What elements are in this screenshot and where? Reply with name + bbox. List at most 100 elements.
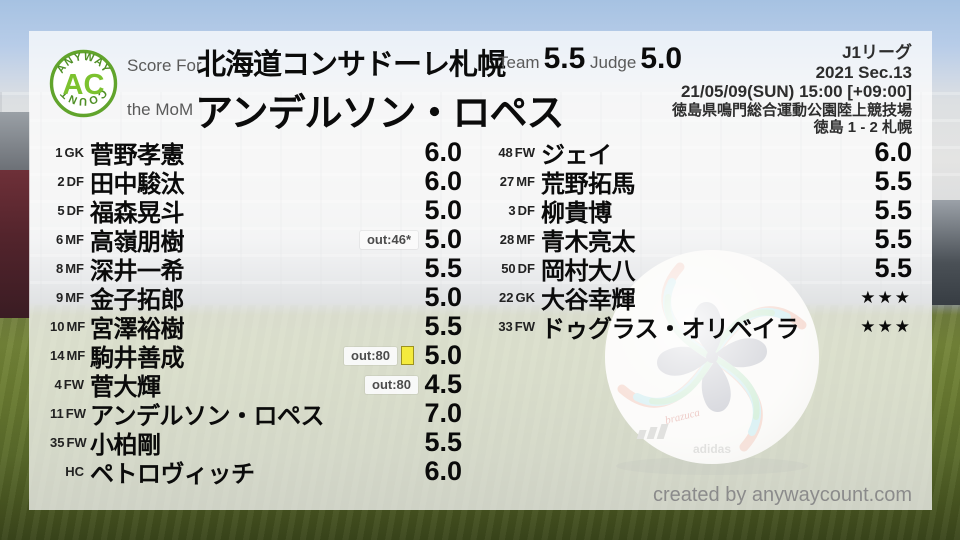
player-number-position: 10 MF [50,319,86,334]
player-row: 14 MF 駒井善成 out:80 5.0 [50,340,462,372]
player-row: 33 FW ドゥグラス・オリベイラ ★★★ [487,312,912,343]
stadium-structure-left [0,112,30,172]
player-number: 4 [54,377,62,392]
substitution-badge: out:46* [359,230,418,249]
player-name: 荒野拓馬 [541,171,636,198]
player-score: 5.0 [424,340,462,370]
player-number-position: 27 MF [487,174,535,189]
player-name: ペトロヴィッチ [90,461,255,488]
player-position: FW [65,406,86,421]
player-name: 小柏剛 [90,432,161,459]
credit-text: created by anywaycount.com [652,484,912,506]
player-number-position: 50 DF [487,261,535,276]
match-result: 徳島 1 - 2 札幌 [813,119,912,136]
player-number-position: 9 MF [50,290,84,305]
player-position: FW [514,145,535,160]
player-number: 48 [498,145,513,160]
player-score: 5.0 [424,195,462,225]
player-position: DF [517,203,535,218]
player-score: 6.0 [424,166,462,196]
player-score: 5.5 [874,166,912,196]
player-number: 8 [55,261,64,276]
player-name: 駒井善成 [90,345,185,372]
player-row: HC ペトロヴィッチ 6.0 [50,456,462,488]
player-row: 6 MF 高嶺朋樹 out:46* 5.0 [50,224,462,256]
stadium-stand-right [932,200,960,305]
player-row: 4 FW 菅大輝 out:80 4.5 [50,369,462,401]
player-score: 5.5 [874,224,912,254]
player-position: MF [66,348,86,363]
player-score: 5.5 [424,427,462,457]
player-number-position: 5 DF [50,203,84,218]
player-position: MF [65,290,84,305]
player-number-position: 3 DF [487,203,535,218]
substitution-badge: out:80 [365,375,418,394]
player-number-position: 8 MF [50,261,84,276]
player-row: 9 MF 金子拓郎 5.0 [50,282,462,314]
judge-score-label: Judge [590,53,637,72]
mom-label: the MoM [127,100,194,119]
player-position: MF [65,232,84,247]
player-position: FW [63,377,84,392]
player-name: 福森晃斗 [90,200,185,227]
player-position: DF [66,203,84,218]
player-number: 27 [499,174,515,189]
yellow-card-icon [401,346,414,365]
player-score: 5.5 [874,195,912,225]
player-row: 8 MF 深井一希 5.5 [50,253,462,285]
player-row: 48 FW ジェイ 6.0 [487,137,912,169]
player-row: 50 DF 岡村大八 5.5 [487,253,912,285]
player-position: DF [517,261,535,276]
player-position: GK [515,290,536,305]
score-for-label: Score For [127,56,202,75]
logo-initials: AC [63,69,105,101]
player-name: 宮澤裕樹 [90,316,185,343]
player-number: 6 [55,232,64,247]
player-name: 青木亮太 [541,229,636,256]
player-row: 3 DF 柳貴博 5.5 [487,195,912,227]
player-score: 5.5 [424,311,462,341]
player-number-position: 35 FW [50,435,87,450]
player-name: 深井一希 [90,258,185,285]
player-score: ★★★ [860,287,912,307]
player-number: 9 [55,290,64,305]
season-section: 2021 Sec.13 [815,62,912,82]
player-score: 6.0 [424,137,462,167]
player-position: MF [66,319,86,334]
team-name: 北海道コンサドーレ札幌 [197,49,506,81]
player-number-position: 48 FW [487,145,535,160]
info-panel [29,31,932,510]
player-position: HC [65,464,84,479]
player-number: 22 [499,290,514,305]
player-score: 6.0 [424,456,462,486]
player-position: MF [516,174,535,189]
anywaycount-logo: ANYWAY COUNT AC [49,49,118,118]
player-score: 5.5 [424,253,462,283]
player-number: 3 [508,203,516,218]
player-score: 5.0 [424,282,462,312]
player-number: 14 [50,348,65,363]
player-position: DF [66,174,84,189]
player-name: 岡村大八 [541,258,636,285]
player-position: FW [514,319,535,334]
player-score: ★★★ [860,316,912,336]
player-name: ジェイ [541,142,612,169]
judge-score-value: 5.0 [640,42,683,75]
player-number-position: 33 FW [487,319,535,334]
player-row: 27 MF 荒野拓馬 5.5 [487,166,912,198]
player-score: 5.5 [874,253,912,283]
league-name: J1リーグ [842,43,912,62]
player-row: 10 MF 宮澤裕樹 5.5 [50,311,462,343]
player-number-position: 11 FW [50,406,86,421]
player-score: 6.0 [874,137,912,167]
player-number-position: 4 FW [50,377,84,392]
mom-player-name: アンデルソン・ロペス [195,93,564,135]
player-position: MF [516,232,535,247]
player-row: 1 GK 菅野孝憲 6.0 [50,137,462,169]
player-number: 11 [50,406,64,421]
player-number: 1 [55,145,63,160]
player-name: 菅大輝 [90,374,161,401]
player-number: 10 [50,319,65,334]
player-number: 28 [499,232,515,247]
match-datetime: 21/05/09(SUN) 15:00 [+09:00] [680,82,912,101]
